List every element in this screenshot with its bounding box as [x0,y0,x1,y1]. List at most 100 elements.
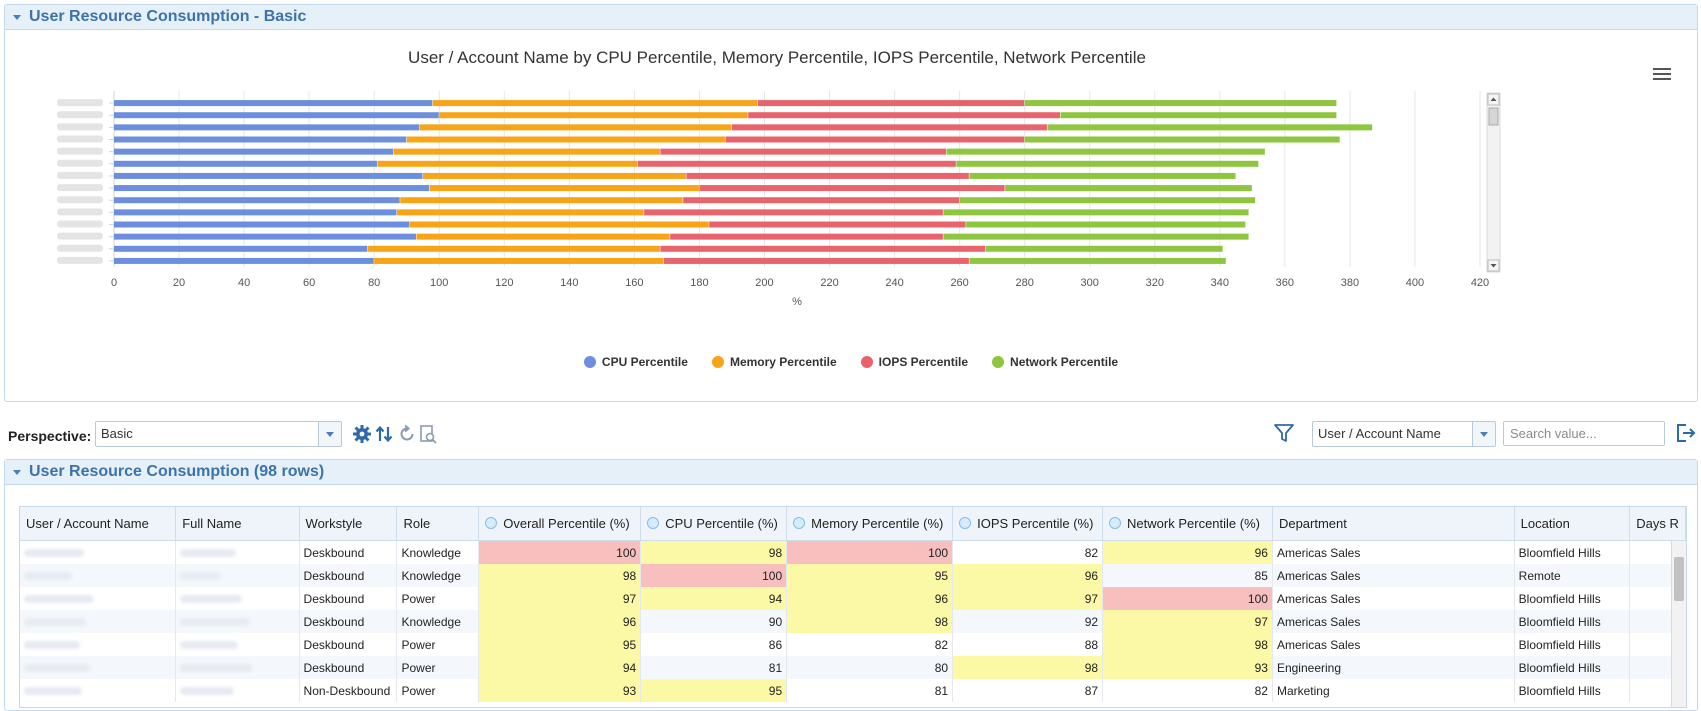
bar-segment-iops-percentile[interactable] [709,221,966,228]
preview-search-icon[interactable] [418,424,438,444]
perspective-select[interactable]: Basic [95,421,342,447]
table-row[interactable]: Deskbound Knowledge 96 90 98 92 97 Americas Sal… [20,610,1686,633]
bar-segment-network-percentile[interactable] [1060,112,1337,119]
bar-segment-network-percentile[interactable] [1024,100,1337,107]
bar-segment-cpu-percentile[interactable] [114,197,400,204]
bar-segment-memory-percentile[interactable] [429,185,699,192]
bar-segment-cpu-percentile[interactable] [114,245,368,252]
column-header[interactable]: Department [1272,507,1515,541]
bar-segment-network-percentile[interactable] [943,233,1249,240]
bar-segment-network-percentile[interactable] [969,172,1236,179]
column-header[interactable]: Days R [1629,507,1686,541]
table-panel-header[interactable]: User Resource Consumption (98 rows) [5,460,1697,485]
table-row[interactable]: Deskbound Power 94 81 80 98 93 Engineering Bloom… [20,656,1686,679]
bar-segment-memory-percentile[interactable] [409,221,709,228]
search-input[interactable]: Search value... [1503,421,1665,446]
bar-segment-network-percentile[interactable] [959,197,1256,204]
table-scrollbar[interactable] [1671,541,1686,707]
column-header[interactable]: IOPS Percentile (%) [952,507,1104,541]
column-header[interactable]: Role [396,507,480,541]
refresh-icon[interactable] [397,424,417,444]
bar-segment-iops-percentile[interactable] [699,185,1005,192]
bar-segment-memory-percentile[interactable] [406,136,725,143]
bar-segment-cpu-percentile[interactable] [114,160,377,167]
column-header[interactable]: Overall Percentile (%) [478,507,642,541]
bar-segment-iops-percentile[interactable] [748,112,1060,119]
column-header[interactable]: Workstyle [299,507,398,541]
bar-segment-cpu-percentile[interactable] [114,209,397,216]
bar-segment-iops-percentile[interactable] [663,257,969,264]
bar-segment-memory-percentile[interactable] [416,233,670,240]
bar-segment-iops-percentile[interactable] [670,233,943,240]
bar-segment-cpu-percentile[interactable] [114,172,423,179]
bar-segment-network-percentile[interactable] [985,245,1223,252]
bar-segment-network-percentile[interactable] [946,148,1265,155]
bar-segment-iops-percentile[interactable] [660,148,947,155]
bar-segment-iops-percentile[interactable] [644,209,943,216]
bar-segment-iops-percentile[interactable] [683,197,960,204]
bar-segment-cpu-percentile[interactable] [114,185,429,192]
chart-scrollbar[interactable] [1486,92,1501,273]
bar-segment-cpu-percentile[interactable] [114,257,374,264]
bar-segment-iops-percentile[interactable] [757,100,1025,107]
filter-funnel-icon[interactable] [1273,422,1295,444]
bar-segment-network-percentile[interactable] [943,209,1249,216]
legend-item[interactable]: CPU Percentile [583,355,688,369]
settings-gear-icon[interactable] [352,424,372,444]
legend-item[interactable]: Network Percentile [992,355,1118,369]
bar-segment-network-percentile[interactable] [1024,136,1340,143]
chart-menu-icon[interactable] [1653,65,1671,83]
column-header[interactable]: Location [1514,507,1631,541]
bar-segment-memory-percentile[interactable] [393,148,660,155]
column-header[interactable]: Memory Percentile (%) [786,507,954,541]
bar-segment-iops-percentile[interactable] [686,172,969,179]
bar-segment-cpu-percentile[interactable] [114,148,394,155]
chart-scroll-thumb[interactable] [1488,107,1499,126]
bar-segment-cpu-percentile[interactable] [114,112,439,119]
column-header[interactable]: User / Account Name [20,507,177,541]
bar-segment-network-percentile[interactable] [969,257,1226,264]
column-header[interactable]: Network Percentile (%) [1102,507,1273,541]
table-row[interactable]: Deskbound Power 97 94 96 97 100 Americas Sales B… [20,587,1686,610]
bar-segment-memory-percentile[interactable] [396,209,644,216]
bar-segment-memory-percentile[interactable] [400,197,683,204]
bar-segment-iops-percentile[interactable] [731,124,1047,131]
legend-item[interactable]: Memory Percentile [711,355,837,369]
bar-segment-cpu-percentile[interactable] [114,136,407,143]
bar-segment-network-percentile[interactable] [956,160,1259,167]
bar-segment-network-percentile[interactable] [966,221,1246,228]
scrollbar-thumb[interactable] [1674,557,1684,601]
bar-segment-memory-percentile[interactable] [367,245,660,252]
legend-item[interactable]: IOPS Percentile [860,355,968,369]
chart-panel-header[interactable]: User Resource Consumption - Basic [5,5,1697,30]
export-icon[interactable] [1674,422,1696,444]
chevron-down-icon[interactable] [1472,422,1495,446]
table-row[interactable]: Deskbound Knowledge 98 100 95 96 85 Americas Sa… [20,564,1686,587]
table-row[interactable]: Deskbound Knowledge 100 98 100 82 96 Americas S… [20,540,1686,564]
bar-segment-iops-percentile[interactable] [725,136,1025,143]
collapse-caret-icon[interactable] [13,469,21,475]
bar-segment-memory-percentile[interactable] [422,172,686,179]
bar-segment-memory-percentile[interactable] [439,112,748,119]
filter-field-select[interactable]: User / Account Name [1312,421,1496,447]
column-header[interactable]: Full Name [175,507,300,541]
table-row[interactable]: Deskbound Power 95 86 82 88 98 Americas Sales Bl… [20,633,1686,656]
bar-segment-network-percentile[interactable] [1047,124,1373,131]
bar-segment-cpu-percentile[interactable] [114,124,420,131]
bar-segment-cpu-percentile[interactable] [114,100,433,107]
bar-segment-memory-percentile[interactable] [377,160,638,167]
bar-segment-cpu-percentile[interactable] [114,221,410,228]
collapse-caret-icon[interactable] [13,14,21,20]
bar-segment-network-percentile[interactable] [1005,185,1252,192]
column-header[interactable]: CPU Percentile (%) [640,507,788,541]
bar-segment-cpu-percentile[interactable] [114,233,416,240]
bar-segment-memory-percentile[interactable] [374,257,664,264]
chevron-down-icon[interactable] [318,422,341,446]
bar-segment-iops-percentile[interactable] [660,245,986,252]
bar-segment-memory-percentile[interactable] [419,124,732,131]
bar-segment-memory-percentile[interactable] [432,100,758,107]
column-indicator-icon [647,517,660,529]
table-row[interactable]: Non-Deskbound Power 93 95 81 87 82 Marketing Blo… [20,679,1686,702]
sort-arrows-icon[interactable] [374,424,394,444]
bar-segment-iops-percentile[interactable] [637,160,956,167]
